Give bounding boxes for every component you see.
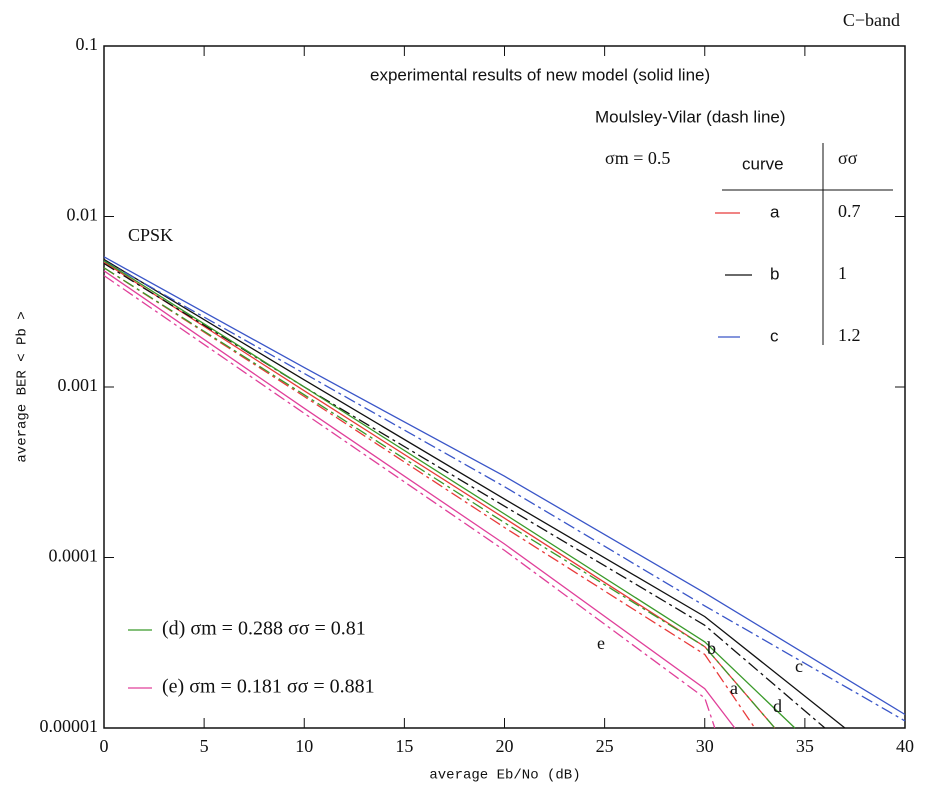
solid-note: experimental results of new model (solid… xyxy=(370,65,710,84)
solid-line xyxy=(103,256,906,716)
legend-curve: a xyxy=(770,202,780,221)
solid-line xyxy=(103,258,846,729)
legend-entry: (d) σm = 0.288 σσ = 0.81 xyxy=(162,618,366,640)
curve-label: c xyxy=(795,656,803,676)
x-tick-label: 15 xyxy=(395,736,413,756)
x-axis-label: average Eb/No (dB) xyxy=(429,768,580,784)
y-tick-label: 0.01 xyxy=(67,205,99,225)
modulation-label: CPSK xyxy=(128,225,173,245)
y-axis-label: average BER < Pb > xyxy=(15,311,31,462)
dash-line xyxy=(103,267,776,729)
dash-line xyxy=(103,275,716,729)
x-tick-label: 40 xyxy=(896,736,914,756)
dash-note: Moulsley-Vilar (dash line) xyxy=(595,107,786,126)
y-tick-label: 0.00001 xyxy=(40,716,99,736)
legend-header: curve xyxy=(742,154,784,173)
legend-header: σσ xyxy=(838,148,858,168)
solid-line xyxy=(103,260,796,729)
x-tick-label: 35 xyxy=(796,736,814,756)
legend-entry: (e) σm = 0.181 σσ = 0.881 xyxy=(162,676,375,698)
legend-sigma: 1 xyxy=(838,263,847,283)
solid-line xyxy=(103,270,736,729)
x-tick-label: 0 xyxy=(100,736,109,756)
x-tick-label: 25 xyxy=(596,736,614,756)
dash-line xyxy=(103,262,826,729)
curve-label: a xyxy=(730,678,738,698)
x-tick-label: 20 xyxy=(496,736,514,756)
x-tick-label: 5 xyxy=(200,736,209,756)
curve-label: b xyxy=(707,638,716,658)
dash-line xyxy=(103,267,756,729)
legend-curve: b xyxy=(770,264,779,283)
curve-label: e xyxy=(597,633,605,653)
x-tick-label: 10 xyxy=(295,736,313,756)
legend-curve: c xyxy=(770,326,779,345)
x-tick-label: 30 xyxy=(696,736,714,756)
legend-sigma: 1.2 xyxy=(838,325,861,345)
curve-label: d xyxy=(773,696,782,716)
dash-line xyxy=(103,260,906,722)
y-tick-label: 0.0001 xyxy=(49,546,99,566)
legend-sigma-m: σm = 0.5 xyxy=(605,148,670,168)
legend-sigma: 0.7 xyxy=(838,201,861,221)
band-label: C−band xyxy=(843,10,900,30)
y-tick-label: 0.001 xyxy=(58,375,99,395)
y-tick-label: 0.1 xyxy=(76,34,99,54)
